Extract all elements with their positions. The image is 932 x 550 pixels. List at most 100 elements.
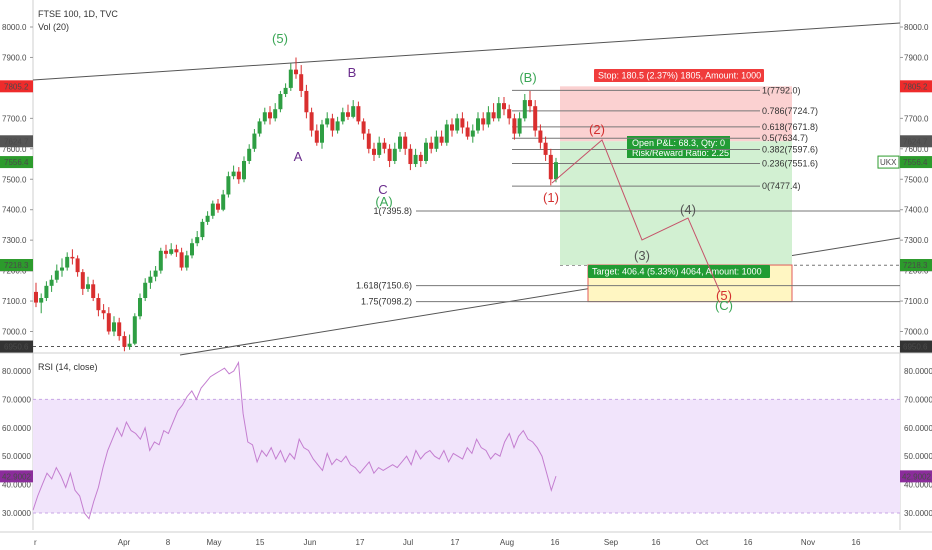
candle[interactable] [299, 65, 304, 98]
candle[interactable] [366, 129, 371, 154]
candle[interactable] [398, 132, 402, 152]
candle[interactable] [533, 100, 538, 137]
candle[interactable] [335, 116, 340, 134]
candle[interactable] [75, 255, 80, 277]
candle[interactable] [283, 83, 288, 98]
candle[interactable] [429, 136, 434, 154]
candle[interactable] [309, 107, 314, 137]
candle[interactable] [460, 112, 465, 134]
candle[interactable] [538, 124, 543, 149]
candle[interactable] [496, 97, 501, 122]
candle[interactable] [392, 142, 397, 165]
candle[interactable] [236, 167, 241, 184]
candle[interactable] [231, 165, 236, 180]
candle[interactable] [91, 279, 96, 302]
candle[interactable] [122, 331, 127, 352]
candle[interactable] [96, 293, 101, 317]
candle[interactable] [522, 93, 527, 122]
candle[interactable] [195, 231, 200, 247]
candle[interactable] [184, 250, 189, 271]
candle[interactable] [543, 136, 548, 161]
candle[interactable] [470, 124, 475, 143]
candle[interactable] [221, 189, 226, 212]
candle[interactable] [210, 200, 215, 219]
candle[interactable] [65, 252, 70, 271]
candle[interactable] [252, 129, 257, 152]
candle[interactable] [247, 144, 252, 165]
candle[interactable] [403, 132, 408, 155]
candle[interactable] [39, 293, 44, 314]
candle[interactable] [382, 138, 387, 154]
candle[interactable] [507, 104, 512, 125]
candle[interactable] [476, 112, 480, 134]
candle[interactable] [424, 138, 428, 165]
candle[interactable] [257, 118, 262, 137]
candle[interactable] [491, 103, 496, 122]
candle[interactable] [502, 97, 506, 116]
candle[interactable] [174, 244, 179, 257]
candle[interactable] [44, 281, 49, 302]
candle[interactable] [450, 118, 454, 137]
candle[interactable] [314, 124, 319, 146]
candle[interactable] [330, 113, 335, 137]
candle[interactable] [387, 144, 392, 168]
candle[interactable] [60, 258, 64, 277]
candle[interactable] [80, 269, 85, 295]
candle[interactable] [346, 104, 350, 120]
candle[interactable] [54, 264, 59, 283]
candle[interactable] [455, 113, 460, 134]
candle[interactable] [340, 107, 345, 125]
candle[interactable] [153, 266, 158, 282]
candle[interactable] [486, 106, 491, 128]
candle[interactable] [216, 199, 220, 213]
candle[interactable] [132, 313, 137, 346]
candle[interactable] [408, 144, 413, 171]
candle[interactable] [434, 130, 439, 152]
candle[interactable] [361, 118, 366, 140]
candle[interactable] [242, 156, 246, 183]
candle[interactable] [143, 278, 148, 302]
candle[interactable] [49, 275, 54, 292]
candle[interactable] [304, 84, 309, 119]
candle[interactable] [101, 304, 106, 320]
candle[interactable] [465, 121, 470, 140]
candle[interactable] [320, 119, 324, 149]
candle[interactable] [288, 63, 293, 91]
candle[interactable] [278, 90, 283, 113]
candle[interactable] [512, 113, 517, 140]
candle[interactable] [164, 244, 168, 259]
candle[interactable] [268, 106, 272, 125]
candle[interactable] [377, 136, 382, 158]
candle[interactable] [138, 293, 142, 320]
candle[interactable] [34, 282, 38, 308]
candle[interactable] [517, 112, 522, 137]
candle[interactable] [190, 238, 194, 259]
candle[interactable] [418, 151, 423, 168]
candle[interactable] [169, 243, 174, 256]
candle[interactable] [112, 316, 116, 337]
candle[interactable] [205, 211, 210, 225]
candle[interactable] [179, 247, 184, 271]
candle[interactable] [127, 334, 132, 350]
candle[interactable] [325, 112, 330, 128]
candle[interactable] [413, 148, 418, 168]
candle[interactable] [351, 100, 356, 119]
candle[interactable] [158, 247, 163, 274]
candle[interactable] [294, 57, 298, 79]
candle[interactable] [528, 90, 532, 113]
candle[interactable] [117, 317, 122, 341]
candle[interactable] [372, 142, 376, 161]
candle[interactable] [70, 249, 75, 265]
candle[interactable] [356, 101, 361, 125]
candle[interactable] [444, 119, 449, 146]
candle[interactable] [200, 218, 205, 241]
candle[interactable] [148, 270, 153, 289]
candle[interactable] [439, 130, 444, 146]
candle[interactable] [226, 171, 231, 198]
candle[interactable] [481, 112, 486, 131]
candle[interactable] [273, 103, 278, 122]
candle[interactable] [262, 107, 267, 125]
candle[interactable] [86, 276, 90, 292]
